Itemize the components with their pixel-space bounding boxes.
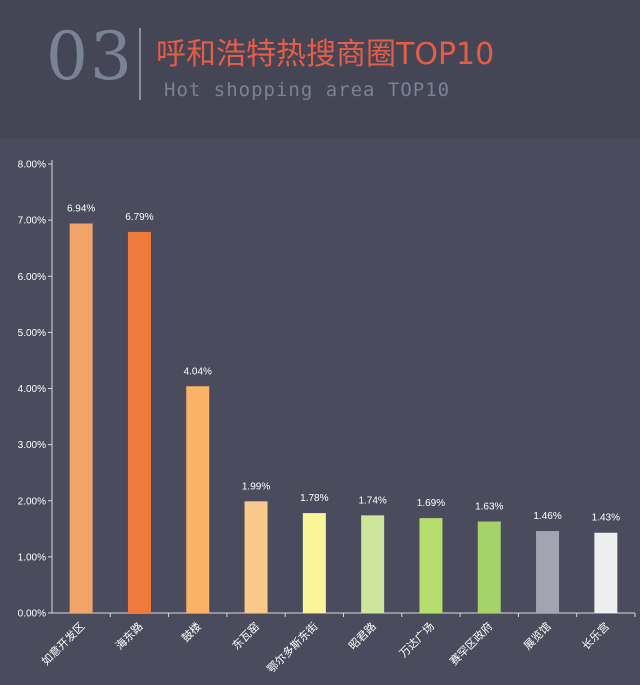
x-tick-label: 赛罕区政府	[447, 619, 496, 668]
y-tick-label: 3.00%	[18, 440, 46, 451]
data-label: 1.78%	[300, 493, 328, 504]
data-label: 1.46%	[533, 511, 561, 522]
y-tick-label: 2.00%	[18, 496, 46, 507]
x-tick-label: 展览馆	[520, 619, 553, 652]
data-label: 1.74%	[358, 495, 386, 506]
data-label: 1.63%	[475, 502, 503, 513]
data-label: 4.04%	[184, 366, 212, 377]
y-tick-label: 0.00%	[18, 609, 46, 620]
y-tick-label: 8.00%	[18, 160, 46, 171]
section-header: 03 呼和浩特热搜商圈TOP10 Hot shopping area TOP10	[0, 0, 640, 138]
bar	[302, 513, 326, 613]
bar	[477, 521, 501, 613]
x-tick-label: 长乐宫	[579, 619, 612, 652]
x-tick-label: 昭君路	[346, 620, 379, 653]
bar	[69, 223, 93, 613]
x-tick-label: 如意开发区	[38, 619, 87, 668]
y-tick-label: 1.00%	[18, 552, 46, 563]
data-label: 1.69%	[417, 498, 445, 509]
data-label: 6.79%	[125, 212, 153, 223]
header-divider	[139, 28, 141, 100]
bar	[594, 532, 618, 613]
y-tick-label: 4.00%	[18, 384, 46, 395]
y-tick-label: 7.00%	[18, 216, 46, 227]
data-label: 6.94%	[67, 203, 95, 214]
bar-chart: 0.00% 1.00% 2.00% 3.00% 4.00% 5.00% 6.00% 7.00%…	[18, 160, 636, 676]
bar	[536, 531, 560, 613]
section-title: 呼和浩特热搜商圈TOP10	[156, 37, 495, 72]
data-label: 1.99%	[242, 481, 270, 492]
x-tick-label: 东瓦窑	[229, 619, 262, 652]
bar	[361, 515, 385, 613]
x-tick-label: 鄂尔多斯东街	[264, 619, 321, 676]
data-label: 1.43%	[592, 513, 620, 524]
section-subtitle: Hot shopping area TOP10	[164, 79, 451, 101]
y-tick-label: 5.00%	[18, 328, 46, 339]
y-tick-label: 6.00%	[18, 272, 46, 283]
section-number: 03	[46, 18, 134, 95]
x-tick-label: 鼓楼	[178, 619, 203, 644]
x-tick-label: 万达广场	[396, 619, 437, 660]
bar	[186, 386, 210, 613]
bar	[244, 501, 268, 613]
bar	[419, 518, 443, 613]
bar	[127, 231, 151, 613]
x-tick-label: 海东路	[112, 619, 145, 652]
